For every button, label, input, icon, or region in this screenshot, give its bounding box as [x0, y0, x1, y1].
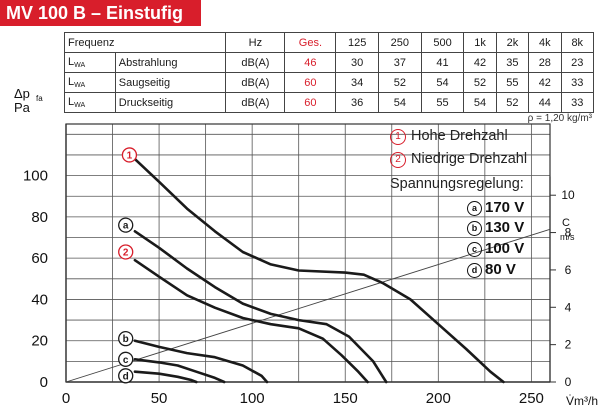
curve-marker-1	[121, 147, 138, 163]
right-axis-tick-label: 10	[561, 188, 575, 202]
x-tick-label: 250	[519, 390, 544, 407]
marker-c-icon: c	[467, 242, 482, 257]
y-tick-label: 100	[23, 168, 48, 185]
y-tick-label: 20	[31, 333, 48, 350]
curve-1	[133, 157, 505, 384]
unit-cell: dB(A)	[225, 92, 286, 113]
x-axis-label: V̇m³/h	[566, 394, 598, 408]
y-axis-label: Δp	[14, 86, 30, 101]
curve-marker-label-1: 1	[127, 150, 133, 161]
curve-marker-label-2: 2	[123, 247, 129, 258]
curve-c	[133, 358, 226, 384]
value-cell: 54	[378, 92, 422, 113]
marker-2-icon: 2	[390, 152, 406, 168]
curve-d	[133, 370, 198, 384]
right-axis-tick-label: 6	[565, 263, 572, 277]
y-axis-label-sub: fa	[36, 94, 43, 103]
legend-high-speed: 1 Hohe Drehzahl	[390, 128, 508, 145]
value-cell: 34	[335, 72, 379, 93]
x-tick-label: 200	[426, 390, 451, 407]
legend-low-speed: 2 Niedrige Drehzahl	[390, 151, 527, 168]
value-cell: 23	[560, 52, 595, 73]
curve-marker-label-d: d	[123, 371, 129, 382]
curve-marker-b	[118, 331, 134, 347]
value-cell: 42	[463, 52, 497, 73]
curve-a	[133, 230, 388, 384]
marker-d-icon: d	[467, 263, 482, 278]
x-tick-label: 100	[240, 390, 265, 407]
density-note: ρ = 1,20 kg/m³	[528, 113, 593, 124]
curve-marker-a	[118, 217, 134, 233]
legend-voltage-c: c 100 V	[467, 240, 524, 257]
row-label: Saugseitig	[114, 72, 227, 93]
x-tick-label: 50	[151, 390, 168, 407]
marker-b-icon: b	[467, 221, 482, 236]
marker-a-icon: a	[467, 201, 482, 216]
value-cell: 52	[463, 72, 497, 93]
total-cell: 60	[284, 92, 337, 113]
table-header-row: Frequenz Hz Ges. 125 250 500 1k 2k 4k 8k	[63, 32, 595, 53]
curve-marker-label-c: c	[123, 355, 129, 366]
right-axis-tick-label: 8	[565, 226, 572, 240]
y-axis-label-unit: Pa	[14, 100, 31, 115]
legend-voltage-a: a 170 V	[467, 199, 524, 216]
legend-regulation-title: Spannungsregelung:	[390, 176, 524, 192]
header-cell: 125	[335, 32, 379, 53]
legend-voltage-b: b 130 V	[467, 219, 524, 236]
curve-2	[133, 258, 369, 384]
curve-marker-label-a: a	[123, 221, 129, 232]
x-tick-label: 0	[62, 390, 70, 407]
right-axis-unit: m/s	[560, 232, 575, 242]
y-tick-label: 0	[40, 374, 48, 391]
curve-marker-2	[118, 244, 134, 260]
legend-voltage-d: d 80 V	[467, 261, 516, 278]
curve-marker-label-b: b	[123, 334, 129, 345]
marker-1-icon: 1	[390, 129, 406, 145]
value-cell: 52	[495, 92, 530, 113]
curve-b	[133, 339, 269, 384]
curve-marker-d	[118, 368, 134, 384]
value-cell: 44	[528, 92, 562, 113]
value-cell: 33	[560, 72, 595, 93]
unit-cell: dB(A)	[225, 52, 286, 73]
chart-title: MV 100 B – Einstufig	[0, 0, 201, 26]
total-cell: 60	[284, 72, 337, 93]
right-axis-tick-label: 4	[565, 300, 572, 314]
right-axis-label: C	[562, 217, 570, 229]
curve-marker-c	[118, 351, 134, 367]
row-label: Druckseitig	[114, 92, 227, 113]
y-tick-label: 60	[31, 250, 48, 267]
right-axis-tick-label: 0	[565, 375, 572, 389]
table-row: LWA Druckseitig dB(A) 60 36 54 55 54 52 …	[64, 92, 595, 113]
value-cell: 36	[335, 92, 379, 113]
unit-cell: dB(A)	[225, 72, 286, 93]
right-axis-tick-label: 2	[565, 338, 572, 352]
y-tick-label: 40	[31, 291, 48, 308]
y-tick-label: 80	[31, 209, 48, 226]
noise-table: Frequenz Hz Ges. 125 250 500 1k 2k 4k 8k…	[63, 32, 595, 113]
x-tick-label: 150	[333, 390, 358, 407]
value-cell: 33	[560, 92, 595, 113]
